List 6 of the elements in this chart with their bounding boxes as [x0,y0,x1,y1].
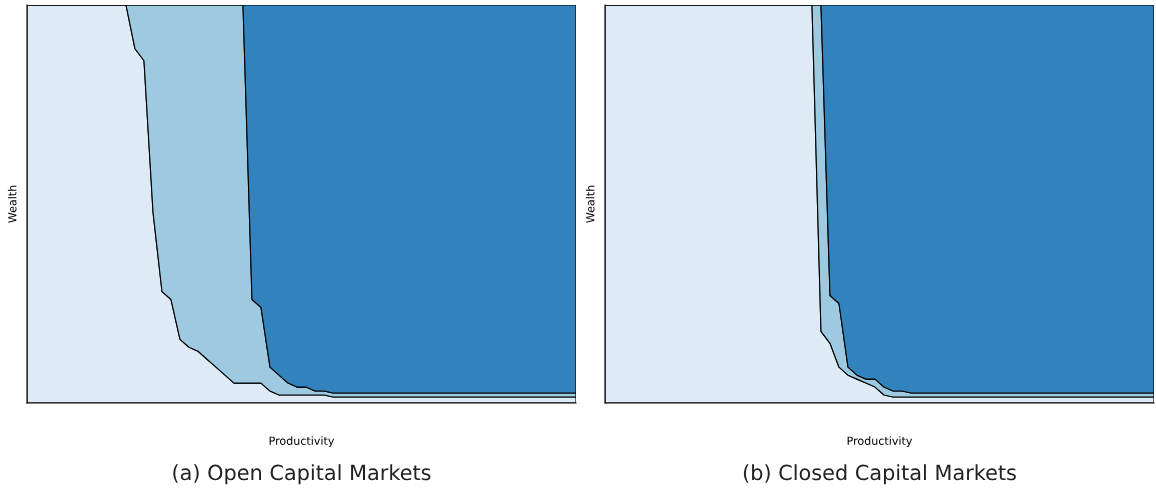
y-axis-title: Wealth [585,185,595,223]
y-axis-title: Wealth [7,185,17,223]
text: (a) Open Capital Markets [173,464,431,485]
x-axis-title: Productivity [269,436,335,448]
x-axis-title: Productivity [847,436,913,448]
text: (b) Closed Capital Markets [743,464,1016,485]
